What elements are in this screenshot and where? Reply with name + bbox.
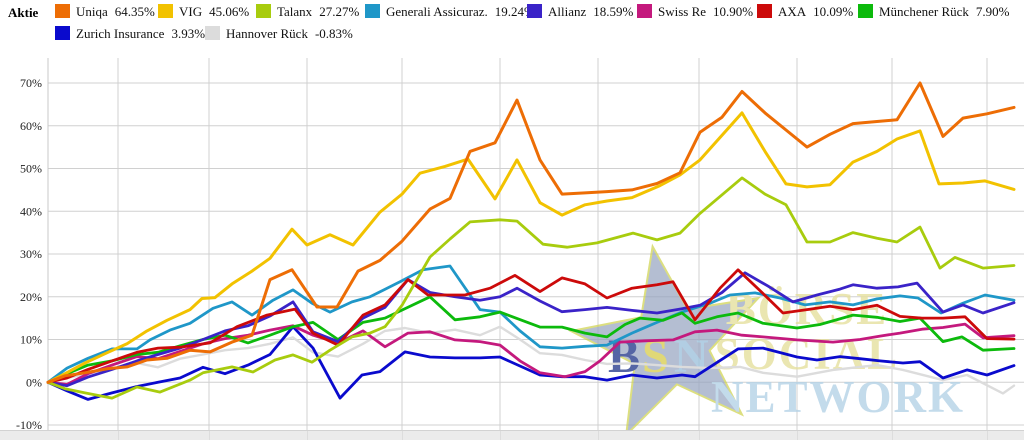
y-tick-label: 10% (20, 333, 42, 347)
legend-value: 19.24% (494, 4, 535, 19)
legend-item-axa[interactable]: AXA 10.09% (757, 4, 853, 20)
watermark-line3: NETWORK (711, 372, 965, 422)
scrollbar-notch (307, 431, 308, 440)
scrollbar-notch (987, 431, 988, 440)
legend-label: Zurich Insurance (76, 26, 165, 41)
legend-swatch (365, 4, 380, 18)
legend-value: 45.06% (209, 4, 250, 19)
legend-label: Talanx (277, 4, 313, 19)
y-tick-label: 70% (20, 76, 42, 90)
series-lines (46, 81, 1016, 401)
legend-swatch (158, 4, 173, 18)
legend-value: 7.90% (975, 4, 1010, 19)
legend-swatch (637, 4, 652, 18)
legend: Aktie Uniqa 64.35% VIG 45.06% Talanx 27.27% Ge… (0, 0, 1024, 52)
legend-label: Münchener Rück (879, 4, 969, 19)
legend-value: 3.93% (171, 26, 206, 41)
scrollbar-notch (797, 431, 798, 440)
y-tick-label: 40% (20, 204, 42, 218)
legend-value: 10.90% (713, 4, 754, 19)
y-tick-label: 30% (20, 247, 42, 261)
series-line-talanx (46, 176, 1016, 400)
legend-item-vig[interactable]: VIG 45.06% (158, 4, 249, 20)
legend-swatch (55, 26, 70, 40)
series-line-hannover-r-ck (46, 325, 1016, 395)
legend-value: 10.09% (813, 4, 854, 19)
legend-value: 64.35% (114, 4, 155, 19)
legend-label: Hannover Rück (226, 26, 308, 41)
legend-item-swiss-re[interactable]: Swiss Re 10.90% (637, 4, 753, 20)
legend-swatch (858, 4, 873, 18)
y-tick-label: 0% (26, 375, 42, 389)
legend-swatch (757, 4, 772, 18)
legend-swatch (205, 26, 220, 40)
scrollbar-notch (598, 431, 599, 440)
series-line-uniqa (46, 81, 1016, 384)
legend-label: AXA (778, 4, 807, 19)
legend-swatch (55, 4, 70, 18)
y-tick-label: 50% (20, 162, 42, 176)
scrollbar-notch (209, 431, 210, 440)
y-tick-label: 20% (20, 290, 42, 304)
legend-item-allianz[interactable]: Allianz 18.59% (527, 4, 633, 20)
scrollbar-notch (118, 431, 119, 440)
y-tick-label: -10% (16, 418, 42, 432)
scrollbar-notch (892, 431, 893, 440)
series-line-axa (46, 268, 1016, 384)
legend-label: Allianz (548, 4, 587, 19)
legend-item-zurich-insurance[interactable]: Zurich Insurance 3.93% (55, 26, 205, 42)
y-axis-tick-labels: 70% 60% 50% 40% 30% 20% 10% 0% -10% (16, 76, 42, 432)
legend-item-uniqa[interactable]: Uniqa 64.35% (55, 4, 155, 20)
legend-item-hannover-r-ck[interactable]: Hannover Rück -0.83% (205, 26, 353, 42)
watermark-bsn-s: S (642, 330, 669, 383)
legend-value: 18.59% (593, 4, 634, 19)
legend-item-m-nchener-r-ck[interactable]: Münchener Rück 7.90% (858, 4, 1009, 20)
series-line-zurich-insurance (46, 325, 1016, 401)
legend-label: Swiss Re (658, 4, 707, 19)
legend-item-talanx[interactable]: Talanx 27.27% (256, 4, 359, 20)
legend-value: -0.83% (314, 26, 353, 41)
scrollbar-notch (500, 431, 501, 440)
legend-item-generali-assicuraz-[interactable]: Generali Assicuraz. 19.24% (365, 4, 535, 20)
scrollbar-notch (699, 431, 700, 440)
legend-swatch (256, 4, 271, 18)
scrollbar-notch (402, 431, 403, 440)
legend-swatch (527, 4, 542, 18)
legend-title: Aktie (8, 5, 39, 20)
legend-value: 27.27% (319, 4, 360, 19)
series-line-generali-assicuraz- (46, 264, 1016, 384)
series-line-vig (46, 111, 1016, 384)
legend-label: Uniqa (76, 4, 108, 19)
horizontal-scrollbar[interactable] (0, 430, 1024, 440)
y-tick-label: 60% (20, 119, 42, 133)
series-line-allianz (46, 271, 1016, 388)
legend-label: VIG (179, 4, 203, 19)
legend-label: Generali Assicuraz. (386, 4, 488, 19)
